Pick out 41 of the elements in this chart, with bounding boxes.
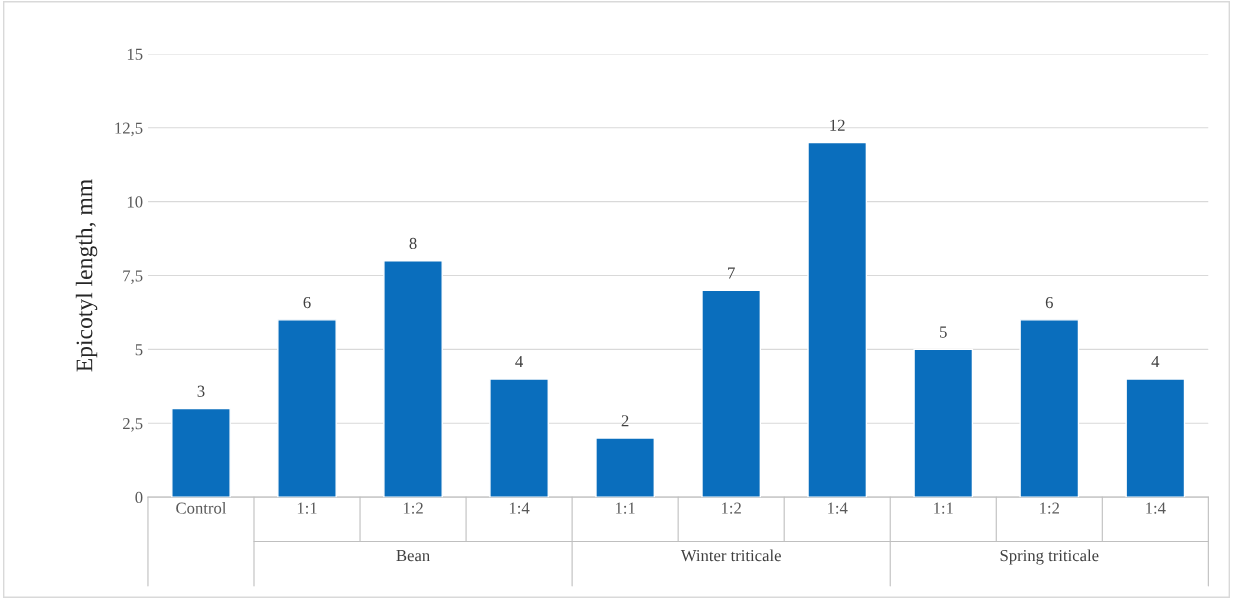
data-label: 4 bbox=[1151, 356, 1160, 368]
y-tick-label: 15 bbox=[127, 48, 143, 60]
x-tick-label: 1:2 bbox=[721, 502, 741, 514]
bar bbox=[277, 319, 337, 498]
y-tick-label: 12,5 bbox=[115, 122, 143, 137]
data-label: 6 bbox=[303, 296, 311, 309]
text: Spring triticale bbox=[1000, 549, 1099, 565]
data-label: 4 bbox=[515, 356, 523, 368]
bar bbox=[383, 260, 443, 498]
data-label: 5 bbox=[940, 326, 947, 338]
bar bbox=[1019, 319, 1080, 498]
y-tick-label: 0 bbox=[135, 491, 143, 504]
x-tick-label: 1:1 bbox=[615, 502, 635, 514]
bar bbox=[807, 141, 868, 498]
x-tick-label: Control bbox=[176, 502, 227, 514]
x-tick-label: 1:2 bbox=[1040, 502, 1060, 514]
bar bbox=[595, 437, 655, 498]
y-tick-label: 10 bbox=[127, 196, 143, 208]
x-tick-label: 1:1 bbox=[934, 502, 953, 514]
x-tick-label: 1:2 bbox=[403, 502, 423, 514]
bar bbox=[1125, 378, 1186, 498]
data-label: 12 bbox=[830, 119, 845, 131]
data-label: 7 bbox=[728, 267, 735, 279]
text: Bean bbox=[396, 550, 430, 562]
data-label: 8 bbox=[409, 237, 417, 250]
data-label: 3 bbox=[197, 385, 205, 397]
bar bbox=[913, 348, 974, 498]
bar bbox=[489, 378, 549, 498]
bar bbox=[171, 407, 231, 498]
x-tick-label: 1:4 bbox=[1146, 502, 1166, 514]
data-label: 2 bbox=[621, 415, 629, 427]
y-tick-label: 5 bbox=[135, 344, 143, 356]
x-tick-label: 1:4 bbox=[828, 502, 848, 514]
text: Winter triticale bbox=[680, 549, 781, 562]
x-tick-label: 1:1 bbox=[297, 502, 317, 514]
y-axis-title: Epicotyl length, mm bbox=[75, 179, 98, 372]
x-tick-label: 1:4 bbox=[509, 502, 530, 514]
y-tick-label: 2,5 bbox=[123, 418, 143, 432]
data-label: 6 bbox=[1045, 296, 1053, 309]
bar bbox=[701, 289, 762, 498]
y-tick-label: 7,5 bbox=[123, 270, 143, 284]
